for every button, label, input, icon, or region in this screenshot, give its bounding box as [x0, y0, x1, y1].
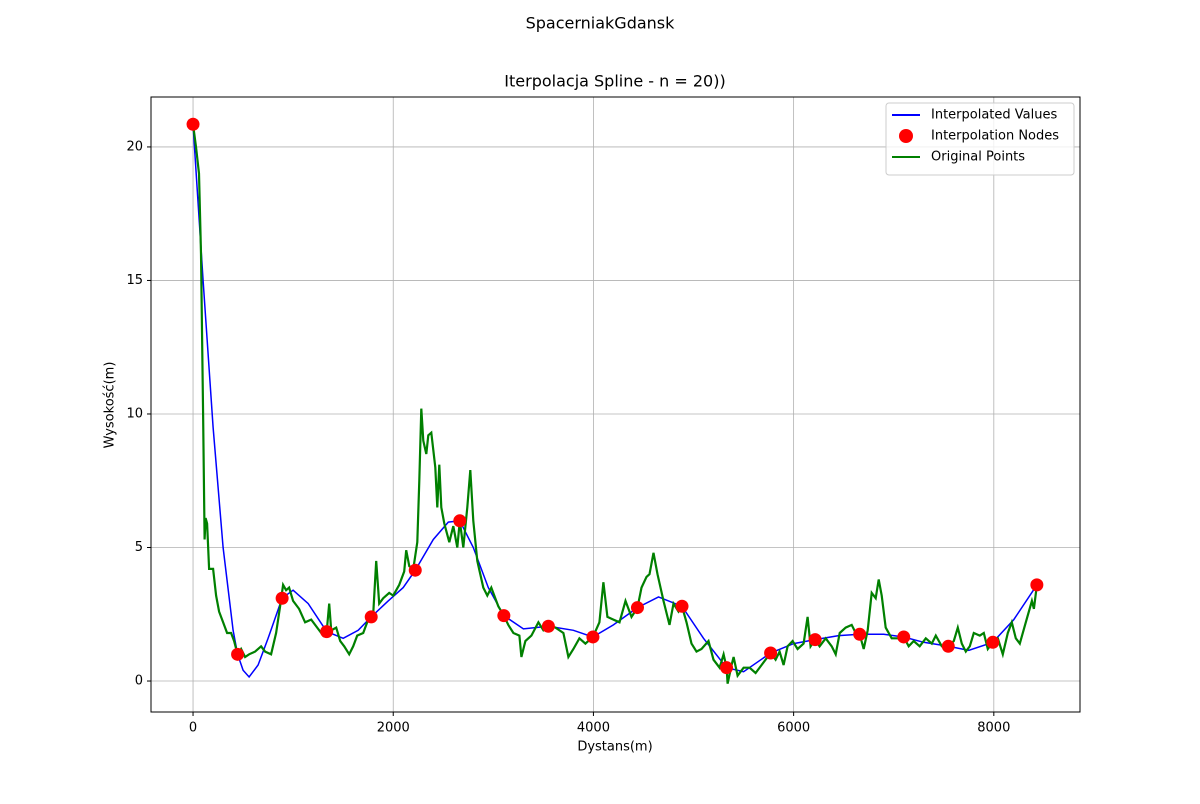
legend-box — [885, 102, 1075, 176]
node-point — [630, 601, 644, 615]
x-tick-label: 6000 — [777, 721, 810, 736]
legend-label: Interpolated Values — [931, 108, 1057, 123]
y-tick-label: 5 — [135, 540, 143, 555]
node-point — [541, 619, 555, 633]
node-point — [275, 591, 289, 605]
y-axis-label: Wysokość(m) — [103, 362, 118, 449]
node-point — [986, 635, 1000, 649]
node-point — [808, 633, 822, 647]
x-axis-label: Dystans(m) — [577, 740, 652, 755]
node-point — [764, 646, 778, 660]
node-point — [231, 647, 245, 661]
node-point — [897, 630, 911, 644]
data-line — [191, 124, 1038, 684]
y-tick-label: 10 — [126, 406, 143, 421]
node-point — [586, 630, 600, 644]
node-point — [720, 661, 734, 675]
y-tick-label: 20 — [126, 139, 143, 154]
suptitle: SpacerniakGdansk — [526, 14, 676, 33]
node-point — [675, 599, 689, 613]
y-tick-label: 0 — [135, 674, 143, 689]
node-point — [186, 117, 200, 131]
x-tick-label: 2000 — [377, 721, 410, 736]
node-point — [364, 610, 378, 624]
x-tick-label: 8000 — [977, 721, 1010, 736]
node-point — [320, 625, 334, 639]
node-point — [941, 639, 955, 653]
node-point — [853, 627, 867, 641]
x-tick-label: 0 — [189, 721, 197, 736]
node-point — [497, 609, 511, 623]
legend-marker — [899, 129, 913, 143]
chart-title: Iterpolacja Spline - n = 20)) — [504, 72, 725, 91]
node-point — [408, 563, 422, 577]
data-line — [192, 124, 1038, 679]
legend-label: Interpolation Nodes — [931, 129, 1059, 144]
y-tick-label: 15 — [126, 273, 143, 288]
legend-label: Original Points — [931, 150, 1025, 165]
plot-frame — [150, 96, 1081, 713]
node-point — [1030, 578, 1044, 592]
node-point — [453, 514, 467, 528]
x-tick-label: 4000 — [577, 721, 610, 736]
